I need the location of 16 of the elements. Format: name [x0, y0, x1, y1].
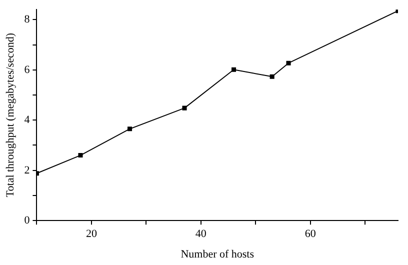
- point: [270, 74, 274, 79]
- point: [182, 106, 187, 110]
- point: [127, 126, 132, 132]
- y-tick-label: 4: [24, 114, 30, 126]
- y-tick-label: 6: [24, 64, 30, 76]
- y-tick-label: 2: [24, 164, 30, 176]
- point: [286, 60, 291, 66]
- y-axis-title: Total throughput (megabytes/second): [4, 32, 16, 198]
- y-tick-label: 0: [24, 214, 30, 226]
- x-tick-label: 20: [86, 228, 98, 240]
- y-tick-label: 8: [24, 14, 30, 26]
- x-tick-label: 60: [304, 228, 316, 240]
- point: [232, 67, 236, 72]
- x-axis-title: Number of hosts: [180, 248, 254, 260]
- point: [78, 153, 83, 158]
- x-tick-label: 40: [195, 228, 207, 240]
